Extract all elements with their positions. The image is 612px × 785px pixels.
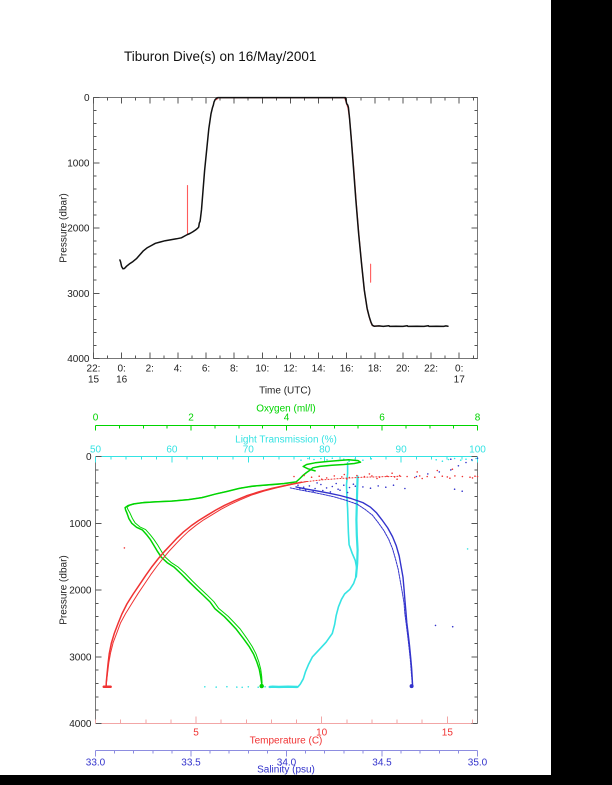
svg-text:3000: 3000 bbox=[69, 652, 92, 663]
top-pressure-axis-label: Pressure (dbar) bbox=[58, 193, 70, 263]
series-oxygen-profile-ascent bbox=[126, 482, 295, 684]
svg-text:18:: 18: bbox=[368, 364, 382, 375]
svg-text:4: 4 bbox=[284, 413, 290, 424]
svg-text:22:: 22: bbox=[87, 364, 101, 375]
svg-text:8:: 8: bbox=[230, 364, 238, 375]
svg-text:12:: 12: bbox=[283, 364, 297, 375]
svg-text:6: 6 bbox=[379, 413, 385, 424]
svg-text:2000: 2000 bbox=[69, 586, 92, 597]
series-light-bottom-scatter bbox=[204, 685, 266, 689]
svg-text:35.0: 35.0 bbox=[468, 758, 488, 769]
svg-text:15: 15 bbox=[88, 375, 100, 386]
page-title: Tiburon Dive(s) on 16/May/2001 bbox=[124, 49, 317, 64]
svg-text:14:: 14: bbox=[312, 364, 326, 375]
svg-text:2000: 2000 bbox=[67, 224, 90, 235]
svg-text:4000: 4000 bbox=[69, 719, 92, 730]
bottom-plot: 0 1000 2000 3000 4000 50 60 70 80 90 100 5 10 15 0 2 4 6 8… bbox=[69, 413, 487, 769]
time-axis-label: Time (UTC) bbox=[259, 385, 311, 397]
svg-text:34.0: 34.0 bbox=[277, 758, 297, 769]
svg-text:0: 0 bbox=[84, 93, 90, 104]
svg-text:0:: 0: bbox=[455, 364, 463, 375]
right-black-strip bbox=[551, 0, 612, 785]
svg-text:70: 70 bbox=[243, 445, 255, 456]
svg-text:60: 60 bbox=[166, 445, 178, 456]
bottom-pressure-axis-label: Pressure (dbar) bbox=[58, 555, 70, 625]
svg-text:22:: 22: bbox=[424, 364, 438, 375]
series-salinity-bottom-blob bbox=[409, 684, 414, 689]
temperature-axis-label: Temperature (C) bbox=[249, 735, 323, 747]
series-light-surface-scatter bbox=[300, 457, 477, 550]
series-salinity-profile-ascent bbox=[289, 487, 414, 687]
oxygen-axis-label: Oxygen (ml/l) bbox=[256, 403, 316, 415]
svg-text:6:: 6: bbox=[202, 364, 210, 375]
series-temperature-profile-descent bbox=[105, 481, 303, 688]
light-transmission-axis-label: Light Transmission (%) bbox=[235, 434, 337, 446]
svg-text:0: 0 bbox=[93, 413, 99, 424]
svg-text:0: 0 bbox=[86, 452, 92, 463]
svg-text:3000: 3000 bbox=[67, 289, 90, 300]
svg-text:17: 17 bbox=[454, 375, 466, 386]
svg-text:80: 80 bbox=[319, 445, 331, 456]
svg-text:1000: 1000 bbox=[67, 158, 90, 169]
svg-text:2:: 2: bbox=[146, 364, 154, 375]
svg-text:10: 10 bbox=[316, 728, 328, 739]
svg-text:100: 100 bbox=[469, 445, 486, 456]
svg-text:5: 5 bbox=[193, 728, 199, 739]
series-light-profile-descent bbox=[297, 461, 358, 688]
series-oxygen-bottom-blob bbox=[259, 683, 264, 689]
svg-text:2: 2 bbox=[188, 413, 194, 424]
series-temperature-profile-ascent bbox=[105, 481, 308, 688]
svg-text:16:: 16: bbox=[340, 364, 354, 375]
svg-text:16: 16 bbox=[116, 375, 128, 386]
bottom-black-strip bbox=[0, 775, 612, 785]
series-temperature-surface-scatter bbox=[123, 468, 479, 549]
svg-text:20:: 20: bbox=[396, 364, 410, 375]
svg-text:15: 15 bbox=[442, 728, 454, 739]
svg-text:4:: 4: bbox=[174, 364, 182, 375]
svg-text:90: 90 bbox=[396, 445, 408, 456]
svg-text:8: 8 bbox=[475, 413, 481, 424]
svg-text:4000: 4000 bbox=[67, 354, 90, 365]
salinity-axis-label: Salinity (psu) bbox=[257, 764, 315, 776]
svg-text:34.5: 34.5 bbox=[372, 758, 392, 769]
svg-text:10:: 10: bbox=[255, 364, 269, 375]
series-oxygen-profile-descent bbox=[124, 459, 362, 688]
svg-text:0:: 0: bbox=[117, 364, 125, 375]
svg-text:33.5: 33.5 bbox=[181, 758, 201, 769]
svg-text:1000: 1000 bbox=[69, 519, 92, 530]
series-light-profile-ascent bbox=[354, 475, 359, 578]
series-salinity-profile-descent bbox=[295, 486, 414, 687]
svg-text:33.0: 33.0 bbox=[86, 758, 106, 769]
svg-text:50: 50 bbox=[90, 445, 102, 456]
series-salinity-surface-scatter bbox=[297, 457, 479, 628]
series-temperature-upper-connector bbox=[303, 475, 403, 483]
